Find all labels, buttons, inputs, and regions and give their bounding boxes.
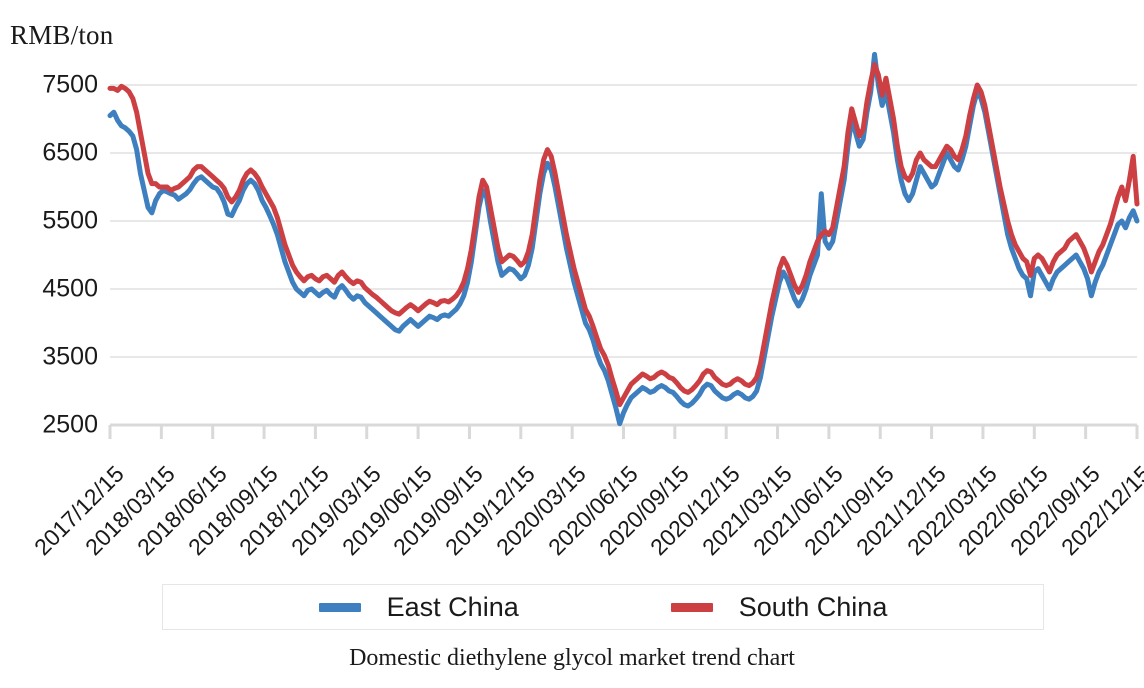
y-axis-tick-labels: 2500 3500 4500 5500 6500 7500 — [0, 0, 110, 440]
y-axis-tick-3500: 3500 — [42, 342, 98, 371]
y-axis-tick-2500: 2500 — [42, 410, 98, 439]
y-axis-tick-6500: 6500 — [42, 138, 98, 167]
legend-swatch-east-china — [318, 602, 361, 612]
chart-caption: Domestic diethylene glycol market trend … — [349, 645, 795, 671]
y-axis-tick-5500: 5500 — [42, 206, 98, 235]
y-axis-unit-label: RMB/ton — [10, 20, 114, 50]
chart-legend: East China South China — [162, 584, 1044, 630]
y-axis-tick-4500: 4500 — [42, 274, 98, 303]
legend-swatch-south-china — [670, 602, 713, 612]
legend-item-east-china[interactable]: East China — [318, 591, 519, 623]
series-line-south-china — [107, 62, 1140, 408]
legend-label-south-china: South China — [738, 591, 888, 622]
legend-item-south-china[interactable]: South China — [670, 591, 888, 623]
y-axis-tick-7500: 7500 — [42, 70, 98, 99]
legend-label-east-china: East China — [386, 591, 519, 622]
series-line-east-china — [107, 51, 1140, 427]
